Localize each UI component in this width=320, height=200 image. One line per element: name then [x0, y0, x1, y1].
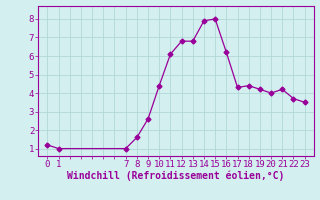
X-axis label: Windchill (Refroidissement éolien,°C): Windchill (Refroidissement éolien,°C) [67, 171, 285, 181]
